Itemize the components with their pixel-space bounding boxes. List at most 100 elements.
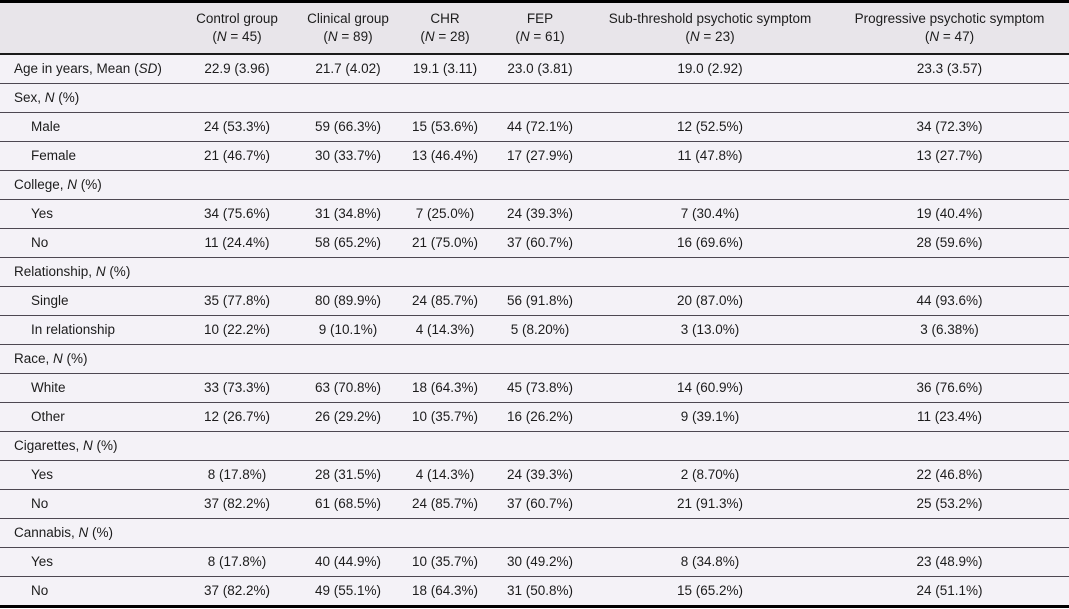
data-cell: 11 (23.4%) bbox=[830, 401, 1069, 432]
data-cell: 37 (60.7%) bbox=[490, 488, 590, 519]
column-header-progressive: Progressive psychotic symptom (N = 47) bbox=[830, 1, 1069, 55]
data-cell: 15 (65.2%) bbox=[590, 575, 830, 607]
column-header-fep: FEP (N = 61) bbox=[490, 1, 590, 55]
data-cell: 10 (22.2%) bbox=[178, 314, 296, 345]
row-label: Age in years, Mean (SD) bbox=[14, 60, 162, 76]
row-label: Single bbox=[0, 285, 178, 316]
table-row-cannabis-no: No 37 (82.2%) 49 (55.1%) 18 (64.3%) 31 (… bbox=[0, 575, 1069, 607]
row-label: Yes bbox=[0, 546, 178, 577]
data-cell: 23.3 (3.57) bbox=[916, 60, 983, 76]
data-cell: 22 (46.8%) bbox=[830, 459, 1069, 490]
empty-cell bbox=[178, 517, 296, 548]
table-row-cigarettes-no: No 37 (82.2%) 61 (68.5%) 24 (85.7%) 37 (… bbox=[0, 488, 1069, 519]
table-row-college-no: No 11 (24.4%) 58 (65.2%) 21 (75.0%) 37 (… bbox=[0, 227, 1069, 258]
row-label: No bbox=[0, 227, 178, 258]
empty-cell bbox=[400, 517, 490, 548]
data-cell: 8 (17.8%) bbox=[178, 546, 296, 577]
empty-cell bbox=[830, 430, 1069, 461]
empty-cell bbox=[178, 256, 296, 287]
empty-cell bbox=[590, 82, 830, 113]
data-cell: 8 (34.8%) bbox=[590, 546, 830, 577]
data-cell: 19 (40.4%) bbox=[830, 198, 1069, 229]
data-cell: 26 (29.2%) bbox=[296, 401, 400, 432]
data-cell: 9 (10.1%) bbox=[296, 314, 400, 345]
empty-cell bbox=[590, 169, 830, 200]
data-cell: 37 (60.7%) bbox=[490, 227, 590, 258]
table-row-college-yes: Yes 34 (75.6%) 31 (34.8%) 7 (25.0%) 24 (… bbox=[0, 198, 1069, 229]
table-row-white: White 33 (73.3%) 63 (70.8%) 18 (64.3%) 4… bbox=[0, 372, 1069, 403]
data-cell: 35 (77.8%) bbox=[178, 285, 296, 316]
data-cell: 12 (26.7%) bbox=[178, 401, 296, 432]
data-cell: 15 (53.6%) bbox=[400, 111, 490, 142]
data-cell: 34 (75.6%) bbox=[178, 198, 296, 229]
data-cell: 23.0 (3.81) bbox=[507, 60, 573, 76]
row-label: In relationship bbox=[0, 314, 178, 345]
empty-cell bbox=[400, 430, 490, 461]
table-row-cigarettes-yes: Yes 8 (17.8%) 28 (31.5%) 4 (14.3%) 24 (3… bbox=[0, 459, 1069, 490]
empty-cell bbox=[296, 82, 400, 113]
data-cell: 4 (14.3%) bbox=[400, 314, 490, 345]
data-cell: 21 (75.0%) bbox=[400, 227, 490, 258]
empty-cell bbox=[296, 430, 400, 461]
row-label: No bbox=[0, 575, 178, 607]
row-label: White bbox=[0, 372, 178, 403]
section-row-cigarettes: Cigarettes, N (%) bbox=[0, 430, 1069, 461]
data-cell: 40 (44.9%) bbox=[296, 546, 400, 577]
row-label: No bbox=[0, 488, 178, 519]
data-cell: 30 (33.7%) bbox=[296, 140, 400, 171]
empty-cell bbox=[830, 169, 1069, 200]
data-cell: 19.1 (3.11) bbox=[412, 60, 478, 76]
data-cell: 3 (6.38%) bbox=[830, 314, 1069, 345]
data-cell: 16 (69.6%) bbox=[590, 227, 830, 258]
table-row-age: Age in years, Mean (SD) 22.9 (3.96) 21.7… bbox=[0, 54, 1069, 84]
section-label: Race, N (%) bbox=[0, 343, 178, 374]
table-row-single: Single 35 (77.8%) 80 (89.9%) 24 (85.7%) … bbox=[0, 285, 1069, 316]
empty-cell bbox=[590, 343, 830, 374]
empty-cell bbox=[400, 343, 490, 374]
empty-cell bbox=[178, 169, 296, 200]
table-header-row: Control group (N = 45) Clinical group (N… bbox=[0, 1, 1069, 55]
data-cell: 21.7 (4.02) bbox=[315, 60, 381, 76]
column-header-subthreshold: Sub-threshold psychotic symptom (N = 23) bbox=[590, 1, 830, 55]
column-header-empty bbox=[0, 1, 178, 55]
empty-cell bbox=[590, 430, 830, 461]
empty-cell bbox=[830, 343, 1069, 374]
table-row-other-race: Other 12 (26.7%) 26 (29.2%) 10 (35.7%) 1… bbox=[0, 401, 1069, 432]
data-cell: 37 (82.2%) bbox=[178, 575, 296, 607]
data-cell: 28 (59.6%) bbox=[830, 227, 1069, 258]
empty-cell bbox=[178, 82, 296, 113]
row-label: Female bbox=[0, 140, 178, 171]
section-label: Sex, N (%) bbox=[0, 82, 178, 113]
data-cell: 7 (25.0%) bbox=[400, 198, 490, 229]
empty-cell bbox=[830, 82, 1069, 113]
data-cell: 13 (27.7%) bbox=[830, 140, 1069, 171]
data-cell: 44 (93.6%) bbox=[830, 285, 1069, 316]
data-cell: 24 (53.3%) bbox=[178, 111, 296, 142]
data-cell: 7 (30.4%) bbox=[590, 198, 830, 229]
section-label: Relationship, N (%) bbox=[0, 256, 178, 287]
data-cell: 11 (24.4%) bbox=[178, 227, 296, 258]
data-cell: 30 (49.2%) bbox=[490, 546, 590, 577]
data-cell: 31 (50.8%) bbox=[490, 575, 590, 607]
data-cell: 28 (31.5%) bbox=[296, 459, 400, 490]
data-cell: 21 (46.7%) bbox=[178, 140, 296, 171]
empty-cell bbox=[296, 343, 400, 374]
data-cell: 34 (72.3%) bbox=[830, 111, 1069, 142]
empty-cell bbox=[296, 256, 400, 287]
empty-cell bbox=[830, 256, 1069, 287]
empty-cell bbox=[490, 256, 590, 287]
data-cell: 12 (52.5%) bbox=[590, 111, 830, 142]
data-cell: 21 (91.3%) bbox=[590, 488, 830, 519]
empty-cell bbox=[490, 82, 590, 113]
empty-cell bbox=[296, 517, 400, 548]
data-cell: 5 (8.20%) bbox=[490, 314, 590, 345]
section-label: Cannabis, N (%) bbox=[0, 517, 178, 548]
row-label: Yes bbox=[0, 198, 178, 229]
table-row-in-relationship: In relationship 10 (22.2%) 9 (10.1%) 4 (… bbox=[0, 314, 1069, 345]
empty-cell bbox=[296, 169, 400, 200]
empty-cell bbox=[178, 430, 296, 461]
empty-cell bbox=[830, 517, 1069, 548]
row-label: Male bbox=[0, 111, 178, 142]
